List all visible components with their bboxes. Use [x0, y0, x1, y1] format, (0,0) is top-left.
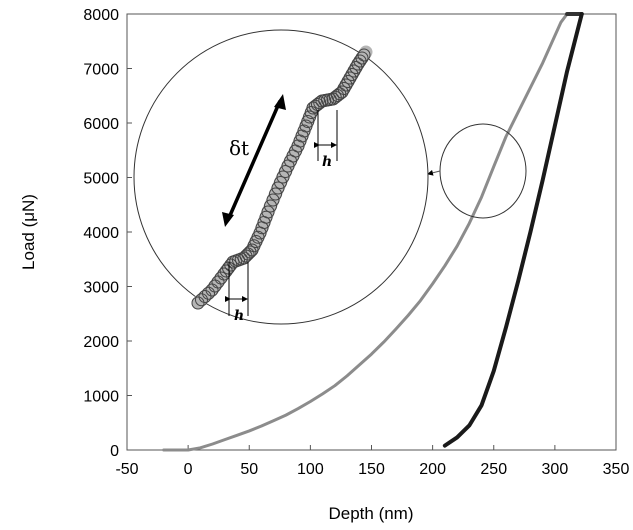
magnified-data-marker	[355, 51, 369, 65]
magnified-data-marker	[335, 85, 349, 99]
upper-step-marker	[314, 110, 338, 161]
loading-curve	[162, 12, 569, 452]
magnified-data-marker	[357, 48, 371, 62]
magnified-data-marker	[274, 176, 287, 189]
series-layer	[162, 12, 584, 452]
magnified-data-marker	[214, 271, 228, 285]
x-tick-label: -50	[115, 461, 138, 478]
lower-step-marker	[225, 262, 249, 316]
y-axis-ticks: 0 1000 2000 3000 4000 5000 6000 7000 8000	[83, 7, 132, 460]
magnified-data-marker	[349, 61, 363, 74]
magnified-data-marker	[326, 92, 340, 106]
magnified-data-marker	[198, 290, 212, 303]
magnified-data-marker	[243, 245, 257, 259]
magnified-data-marker	[224, 258, 238, 272]
magnified-data-marker	[328, 90, 342, 104]
magnified-data-marker	[306, 101, 320, 115]
magnified-data-marker	[308, 99, 322, 113]
x-tick-label: 0	[184, 461, 193, 478]
magnified-data-marker	[345, 68, 359, 81]
magnified-data-marker	[264, 199, 277, 213]
zoom-connector-arrow	[427, 169, 441, 176]
x-axis-ticks: -50 0 50 100 150 200 250 300 350	[115, 445, 629, 478]
magnified-data-marker	[259, 210, 273, 224]
x-tick-label: 300	[542, 461, 569, 478]
upper-step-label: h	[322, 154, 332, 170]
magnified-data-marker	[343, 71, 357, 85]
x-tick-label: 200	[419, 461, 446, 478]
magnified-data-marker	[195, 293, 208, 307]
y-tick-label: 2000	[83, 334, 119, 351]
delta-t-label: δt	[229, 136, 249, 160]
y-tick-label: 3000	[83, 280, 119, 297]
magnified-data-marker	[279, 165, 292, 178]
x-tick-label: 50	[240, 461, 258, 478]
y-tick-label: 1000	[83, 389, 119, 406]
magnified-data-marker	[341, 75, 355, 88]
y-tick-label: 6000	[83, 116, 119, 133]
x-tick-label: 150	[358, 461, 385, 478]
x-tick-label: 250	[480, 461, 507, 478]
delta-t-arrow	[222, 94, 286, 227]
magnified-data-marker	[276, 170, 290, 184]
magnified-data-marker	[269, 187, 282, 201]
zoom-annotation: δt h h	[133, 29, 527, 325]
magnified-data-marker	[331, 89, 344, 102]
y-tick-label: 4000	[83, 225, 119, 242]
magnified-data-marker	[339, 78, 353, 92]
unloading-curve	[442, 12, 584, 448]
y-tick-label: 0	[110, 443, 119, 460]
y-tick-label: 8000	[83, 7, 119, 24]
y-tick-label: 7000	[83, 62, 119, 79]
magnified-curve	[191, 45, 373, 310]
x-axis-title: Depth (nm)	[328, 504, 413, 523]
y-tick-label: 5000	[83, 171, 119, 188]
magnified-data-marker	[266, 193, 280, 207]
lower-step-label: h	[234, 308, 244, 324]
y-axis-title: Load (μN)	[19, 194, 38, 270]
magnified-data-marker	[347, 64, 361, 78]
magnified-data-marker	[271, 181, 285, 195]
magnified-data-marker	[261, 205, 275, 219]
zoom-region-circle	[439, 123, 527, 219]
magnified-data-marker	[202, 286, 215, 300]
magnified-data-marker	[191, 296, 205, 310]
x-tick-label: 100	[297, 461, 324, 478]
x-tick-label: 350	[603, 461, 630, 478]
magnified-data-marker	[337, 82, 351, 95]
